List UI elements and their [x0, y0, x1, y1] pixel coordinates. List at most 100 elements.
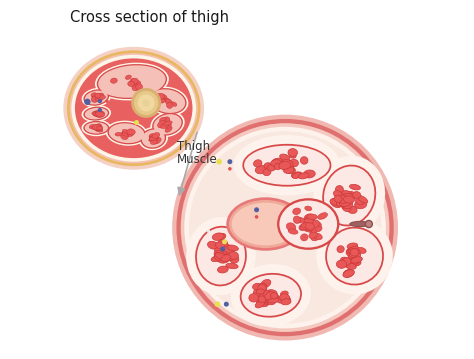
Ellipse shape: [320, 163, 378, 228]
Ellipse shape: [75, 59, 192, 158]
Ellipse shape: [267, 286, 274, 291]
Ellipse shape: [268, 293, 281, 300]
Ellipse shape: [344, 188, 353, 197]
Ellipse shape: [82, 105, 111, 122]
Ellipse shape: [98, 126, 104, 131]
Ellipse shape: [93, 126, 100, 131]
Ellipse shape: [219, 251, 228, 258]
Ellipse shape: [352, 265, 363, 274]
Ellipse shape: [320, 222, 389, 291]
Ellipse shape: [264, 295, 271, 303]
Ellipse shape: [337, 242, 349, 250]
Ellipse shape: [297, 219, 306, 225]
Ellipse shape: [116, 130, 123, 135]
Ellipse shape: [244, 146, 329, 185]
Ellipse shape: [264, 282, 273, 289]
Circle shape: [181, 123, 390, 332]
Ellipse shape: [303, 220, 312, 226]
Ellipse shape: [95, 125, 101, 130]
Ellipse shape: [164, 104, 171, 111]
Ellipse shape: [67, 50, 201, 166]
Ellipse shape: [211, 251, 220, 259]
Ellipse shape: [83, 89, 109, 106]
Ellipse shape: [338, 198, 346, 204]
Ellipse shape: [147, 140, 155, 145]
Ellipse shape: [283, 295, 290, 303]
Circle shape: [365, 220, 373, 228]
Ellipse shape: [283, 161, 294, 169]
Ellipse shape: [345, 252, 357, 258]
Ellipse shape: [301, 171, 310, 178]
Ellipse shape: [323, 225, 386, 287]
Ellipse shape: [96, 94, 103, 99]
Ellipse shape: [225, 243, 233, 252]
Ellipse shape: [353, 201, 361, 206]
Ellipse shape: [302, 222, 310, 227]
Ellipse shape: [127, 134, 136, 140]
Ellipse shape: [351, 252, 362, 259]
Ellipse shape: [207, 239, 215, 247]
Ellipse shape: [221, 249, 233, 256]
Ellipse shape: [301, 227, 308, 233]
Ellipse shape: [64, 47, 204, 170]
Ellipse shape: [348, 248, 360, 257]
Ellipse shape: [348, 198, 358, 206]
Ellipse shape: [290, 215, 297, 221]
Ellipse shape: [365, 250, 373, 257]
Ellipse shape: [114, 78, 123, 84]
Ellipse shape: [277, 171, 286, 177]
Ellipse shape: [285, 162, 296, 168]
Ellipse shape: [119, 129, 128, 134]
Ellipse shape: [242, 275, 300, 316]
Ellipse shape: [152, 136, 160, 140]
Ellipse shape: [340, 258, 349, 266]
Ellipse shape: [351, 252, 360, 261]
Ellipse shape: [98, 65, 165, 98]
Ellipse shape: [353, 252, 364, 258]
Ellipse shape: [264, 289, 275, 297]
Ellipse shape: [218, 237, 227, 244]
Ellipse shape: [166, 101, 173, 104]
Ellipse shape: [265, 162, 275, 167]
Ellipse shape: [259, 297, 270, 306]
Circle shape: [189, 131, 381, 324]
Ellipse shape: [307, 205, 317, 213]
Ellipse shape: [354, 254, 364, 262]
Ellipse shape: [325, 227, 384, 285]
Ellipse shape: [91, 110, 100, 116]
Ellipse shape: [82, 88, 111, 107]
Ellipse shape: [138, 127, 168, 150]
Ellipse shape: [279, 162, 288, 167]
Ellipse shape: [237, 139, 337, 192]
Ellipse shape: [166, 117, 174, 122]
Ellipse shape: [149, 135, 157, 141]
Ellipse shape: [296, 217, 306, 223]
Ellipse shape: [260, 289, 272, 296]
Ellipse shape: [96, 112, 102, 117]
Ellipse shape: [298, 214, 307, 221]
Circle shape: [134, 91, 158, 115]
Ellipse shape: [129, 70, 135, 74]
Ellipse shape: [162, 92, 169, 97]
Circle shape: [131, 88, 161, 118]
Ellipse shape: [319, 226, 328, 234]
Ellipse shape: [151, 134, 160, 140]
Ellipse shape: [85, 108, 108, 119]
Ellipse shape: [348, 243, 360, 251]
Ellipse shape: [278, 163, 288, 169]
Circle shape: [216, 159, 222, 164]
Ellipse shape: [150, 89, 185, 113]
Ellipse shape: [322, 165, 376, 227]
Ellipse shape: [232, 202, 300, 246]
Circle shape: [221, 254, 225, 258]
Ellipse shape: [351, 248, 362, 256]
Ellipse shape: [300, 231, 309, 238]
Ellipse shape: [91, 110, 99, 115]
Ellipse shape: [140, 128, 166, 149]
Ellipse shape: [164, 122, 173, 126]
Ellipse shape: [70, 53, 198, 163]
Circle shape: [143, 99, 150, 107]
Ellipse shape: [279, 164, 291, 173]
Circle shape: [254, 207, 259, 212]
Ellipse shape: [289, 229, 299, 237]
